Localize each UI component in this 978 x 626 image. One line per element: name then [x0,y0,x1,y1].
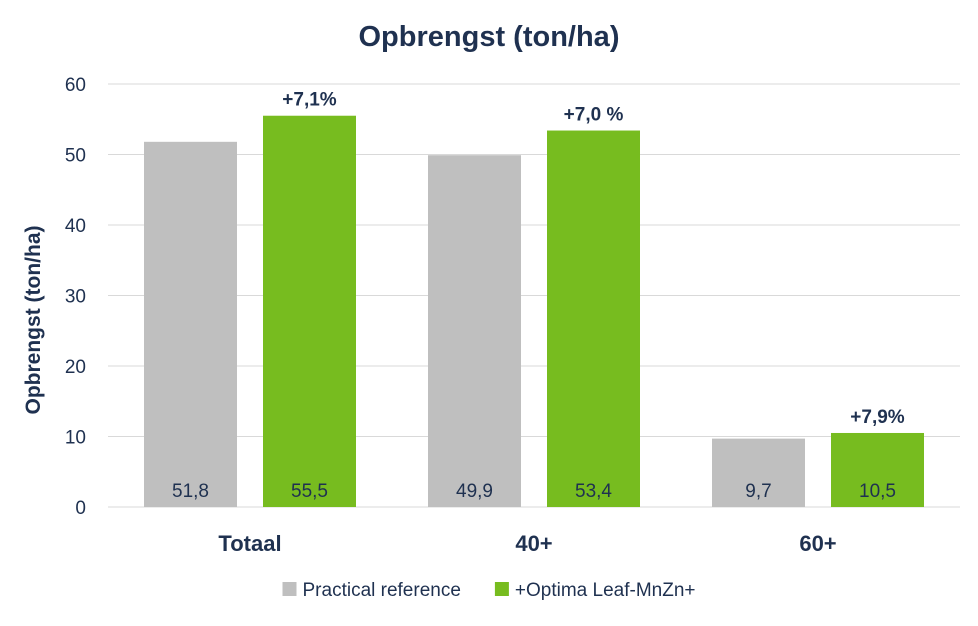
legend-label: +Optima Leaf-MnZn+ [515,580,696,601]
bar-value-label: 9,7 [745,481,771,502]
legend-label: Practical reference [303,580,461,601]
legend-swatch [494,582,509,596]
bar-value-label: 53,4 [575,481,612,502]
y-axis-ticks: 0 10 20 30 40 50 60 [65,75,86,519]
y-axis-label: Opbrengst (ton/ha) [22,226,45,415]
x-category-label: 40+ [515,531,552,556]
bar-value-labels: 51,8 55,5 49,9 53,4 9,7 10,5 [172,481,896,502]
percent-increase-label: +7,9% [850,407,905,428]
bar-value-label: 55,5 [291,481,328,502]
y-tick-label: 60 [65,75,86,96]
legend: Practical reference +Optima Leaf-MnZn+ [282,580,696,601]
bar-value-label: 10,5 [859,481,896,502]
bars [144,115,924,507]
bar-value-label: 51,8 [172,481,209,502]
legend-swatch [282,582,297,596]
bar [144,141,237,507]
percent-annotations: +7,1% +7,0 % +7,9% [282,90,905,428]
y-tick-label: 0 [75,498,86,519]
x-category-label: 60+ [799,531,836,556]
gridlines [108,83,960,508]
bar [428,155,521,507]
y-tick-label: 40 [65,216,86,237]
y-tick-label: 30 [65,287,86,308]
percent-increase-label: +7,0 % [564,105,624,126]
y-tick-label: 10 [65,428,86,449]
chart-title: Opbrengst (ton/ha) [359,21,620,53]
bar [831,432,924,507]
x-axis-categories: Totaal 40+ 60+ [218,531,836,556]
bar [263,115,356,507]
bar [547,130,640,507]
y-tick-label: 20 [65,357,86,378]
x-category-label: Totaal [218,531,281,556]
bar-value-label: 49,9 [456,481,493,502]
percent-increase-label: +7,1% [282,90,337,111]
bar [712,438,805,507]
y-tick-label: 50 [65,146,86,167]
